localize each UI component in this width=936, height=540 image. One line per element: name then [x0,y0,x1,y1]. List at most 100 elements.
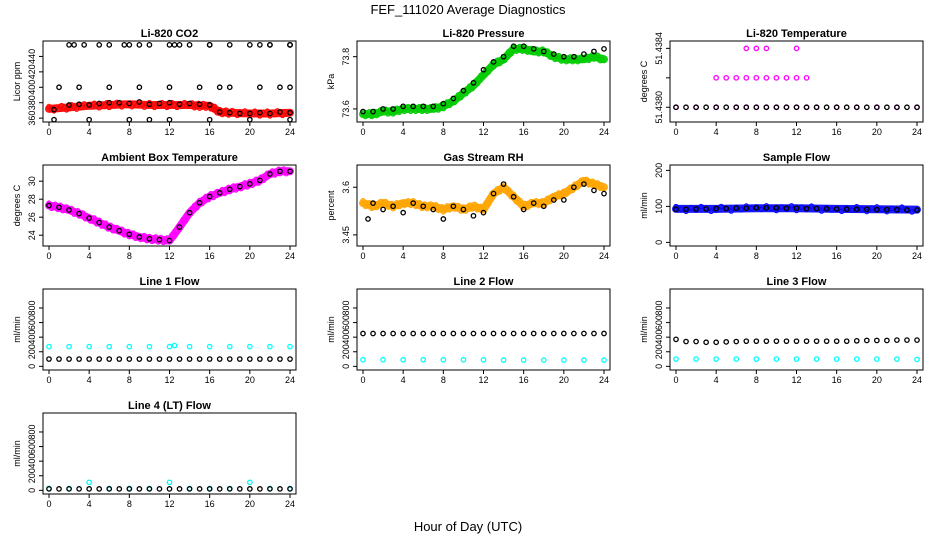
data-point [439,203,445,210]
data-point [600,185,606,191]
data-point [435,207,442,213]
data-point [550,330,557,337]
data-point [287,343,293,350]
x-tick-label: 8 [127,499,132,509]
data-point [482,72,488,78]
data-point [190,207,197,213]
data-point [51,116,57,123]
data-point [267,110,273,117]
data-point [475,203,482,210]
data-point [581,330,587,337]
data-point [440,330,447,337]
data-point [763,203,770,209]
data-point [365,203,371,209]
x-tick-label: 4 [714,127,719,137]
data-point [134,103,140,109]
x-tick-label: 24 [599,251,609,261]
data-point [166,237,173,244]
data-point [166,343,173,350]
panel-2: Li-820 Pressure kPa 0 4 8 12 16 20 24 73.6 73.8 [326,28,611,137]
data-point [863,104,870,111]
data-point [246,356,253,362]
data-point [783,104,790,111]
x-tick-label: 8 [127,375,132,385]
data-point [541,51,547,57]
data-point [683,338,689,345]
data-point [909,209,915,215]
data-point [490,190,497,197]
data-point [186,42,193,48]
data-point [86,343,93,350]
x-tick-label: 12 [791,375,801,385]
data-point [166,99,173,106]
data-point [287,84,293,91]
data-point [547,54,553,60]
data-point [703,339,709,346]
data-point [451,206,458,212]
data-point [904,104,910,111]
data-point [206,116,213,123]
panel-title: Li-820 CO2 [141,28,198,40]
y-axis-label: kPa [326,74,336,90]
data-point [693,104,699,111]
data-point [257,84,263,91]
data-point [520,357,527,363]
x-tick-label: 0 [673,127,678,137]
data-point [601,45,607,52]
panel-title: Line 2 Flow [454,276,514,288]
data-point [884,209,890,215]
data-point [778,204,785,210]
data-point [360,108,366,115]
y-axis-label: ml/min [326,316,336,343]
x-tick-label: 16 [832,251,842,261]
y-tick-label: 73.8 [341,48,351,66]
data-point [216,190,223,196]
y-tick-label: 200 [654,344,664,359]
data-point [360,356,366,363]
series-1 [46,342,293,350]
data-point [833,206,840,212]
data-point [277,356,283,362]
data-point [46,356,52,362]
data-point [487,64,493,70]
x-tick-label: 4 [401,127,406,137]
data-point [873,104,880,111]
data-point [272,111,278,118]
data-point [106,84,113,91]
data-point [156,356,163,362]
data-point [287,356,293,362]
data-point [246,42,253,48]
data-point [440,356,447,363]
data-point [66,356,72,362]
data-point [66,343,72,350]
data-point [171,233,178,239]
data-point [579,56,586,62]
data-point [244,110,251,117]
data-point [914,207,920,213]
data-point [813,104,820,111]
data-point [581,51,587,57]
data-point [693,206,699,212]
x-tick-label: 20 [245,375,255,385]
data-point [136,356,143,362]
y-tick-label: 800 [27,300,37,315]
data-point [753,104,760,111]
data-point [854,204,860,210]
x-tick-label: 24 [599,375,609,385]
panel-4: Ambient Box Temperature degrees C 0 4 8 12 16 2… [12,152,297,261]
data-point [216,109,223,115]
data-point [166,103,173,109]
data-point [164,104,170,111]
data-point [384,201,390,208]
x-tick-label: 24 [912,127,922,137]
x-tick-label: 24 [285,375,295,385]
x-tick-label: 4 [401,251,406,261]
y-tick-label: 73.6 [341,100,351,118]
series-1 [46,479,293,492]
data-point [569,58,576,65]
data-point [386,201,393,207]
data-point [186,100,193,107]
data-point [813,338,820,345]
data-point [485,201,492,207]
data-point [733,104,740,111]
